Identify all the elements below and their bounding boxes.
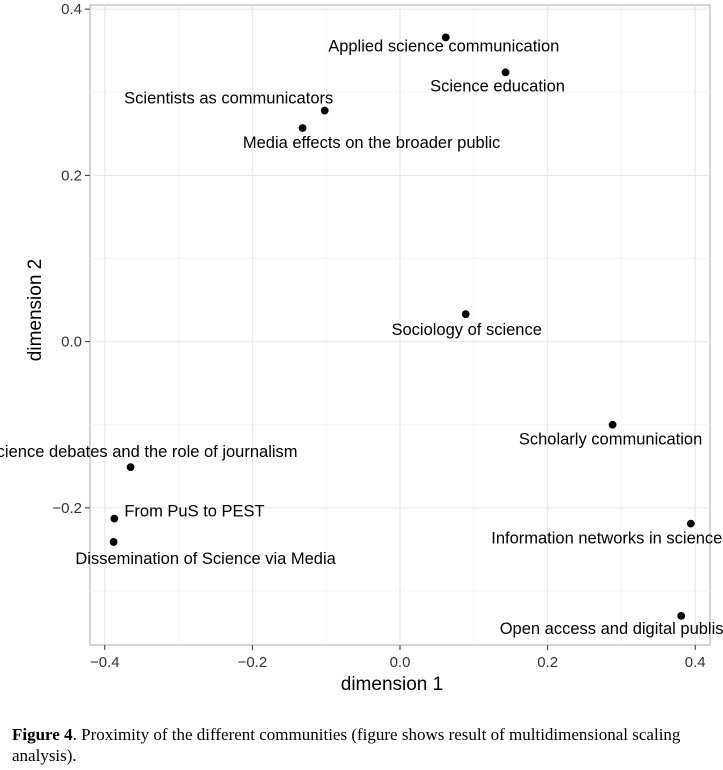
figure-caption-label: Figure 4 [12, 725, 73, 744]
y-tick-label: 0.4 [61, 1, 82, 18]
figure-caption-text: . Proximity of the different communities… [12, 725, 681, 765]
figure-caption: Figure 4. Proximity of the different com… [12, 724, 712, 766]
y-axis-ticks: −0.2 0.0 0.2 0.4 [52, 1, 90, 517]
y-tick-label: 0.0 [61, 334, 82, 351]
data-point [501, 68, 510, 77]
point-label: Media effects on the broader public [243, 134, 500, 152]
data-point [686, 519, 695, 528]
x-tick-label: 0.4 [685, 654, 706, 671]
point-labels: Applied science communication Science edu… [0, 37, 723, 637]
point-label: Scientists as communicators [124, 90, 333, 108]
data-point [298, 124, 307, 132]
data-point [126, 463, 135, 472]
x-axis-title: dimension 1 [341, 674, 443, 695]
x-tick-label: −0.4 [90, 654, 120, 671]
data-point [320, 106, 329, 115]
data-point [109, 538, 118, 546]
grid-lines [90, 5, 710, 645]
data-point [441, 33, 450, 42]
x-tick-label: 0.2 [537, 654, 558, 671]
x-axis-ticks: −0.4 −0.2 0.0 0.2 0.4 [90, 645, 706, 671]
point-label: Applied science communication [328, 37, 559, 55]
y-tick-label: −0.2 [52, 500, 82, 517]
x-tick-label: 0.0 [390, 654, 411, 671]
y-axis-title: dimension 2 [25, 259, 46, 361]
point-label: Science education [430, 77, 565, 95]
y-tick-label: 0.2 [61, 167, 82, 184]
point-label: Sociology of science [391, 321, 541, 339]
data-point [677, 612, 686, 620]
x-tick-label: −0.2 [238, 654, 268, 671]
data-points [109, 33, 695, 620]
point-label: From PuS to PEST [124, 503, 264, 521]
data-point [110, 514, 119, 523]
point-label: Scholarly communication [519, 431, 702, 449]
scatter-chart: −0.4 −0.2 0.0 0.2 0.4 −0.2 0.0 0.2 0.4 Applied … [0, 1, 723, 695]
point-label: Open access and digital publishing [500, 620, 723, 638]
point-label: Information networks in science [491, 530, 722, 548]
point-label: Science debates and the role of journali… [0, 443, 298, 461]
data-point [461, 310, 470, 319]
point-label: Dissemination of Science via Media [75, 550, 336, 568]
data-point [608, 420, 617, 429]
